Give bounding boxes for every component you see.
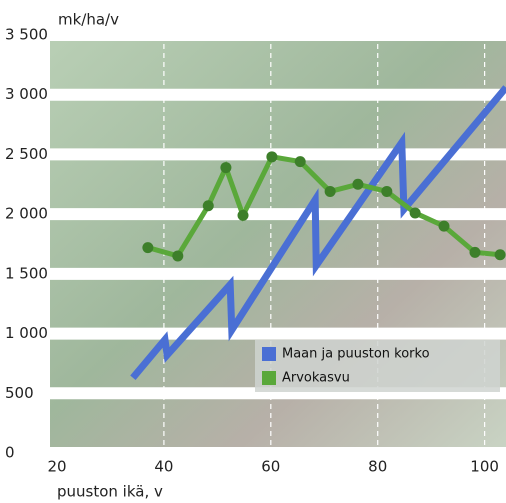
x-tick-label: 60 — [261, 458, 280, 476]
y-tick-label: 1 000 — [5, 324, 48, 342]
data-point — [352, 179, 363, 190]
data-point — [381, 186, 392, 197]
legend-label: Arvokasvu — [282, 371, 350, 386]
data-point — [172, 250, 183, 261]
data-point — [325, 186, 336, 197]
data-point — [295, 156, 306, 167]
data-point — [266, 151, 277, 162]
x-tick-label: 100 — [470, 458, 499, 476]
y-unit: mk/ha/v — [58, 11, 119, 29]
legend-swatch — [262, 347, 276, 361]
x-label: puuston ikä, v — [57, 483, 163, 501]
y-tick-label: 2 000 — [5, 205, 48, 223]
data-point — [438, 221, 449, 232]
x-tick-label: 80 — [368, 458, 387, 476]
data-point — [220, 162, 231, 173]
data-point — [238, 210, 249, 221]
chart: mk/ha/v puuston ikä, v 0 500 1 000 1 500 2 0… — [0, 0, 506, 503]
y-tick-label: 2 500 — [5, 145, 48, 163]
x-tick-label: 20 — [47, 458, 66, 476]
x-tick-label: 40 — [154, 458, 173, 476]
legend-label: Maan ja puuston korko — [282, 347, 430, 362]
y-tick-label: 1 500 — [5, 264, 48, 282]
data-point — [495, 249, 506, 260]
data-point — [469, 247, 480, 258]
y-tick-label: 0 — [5, 444, 15, 462]
y-tick-label: 3 000 — [5, 85, 48, 103]
y-tick-label: 500 — [5, 384, 34, 402]
data-point — [142, 242, 153, 253]
data-point — [203, 200, 214, 211]
data-point — [410, 207, 421, 218]
y-tick-label: 3 500 — [5, 26, 48, 44]
legend-swatch — [262, 371, 276, 385]
